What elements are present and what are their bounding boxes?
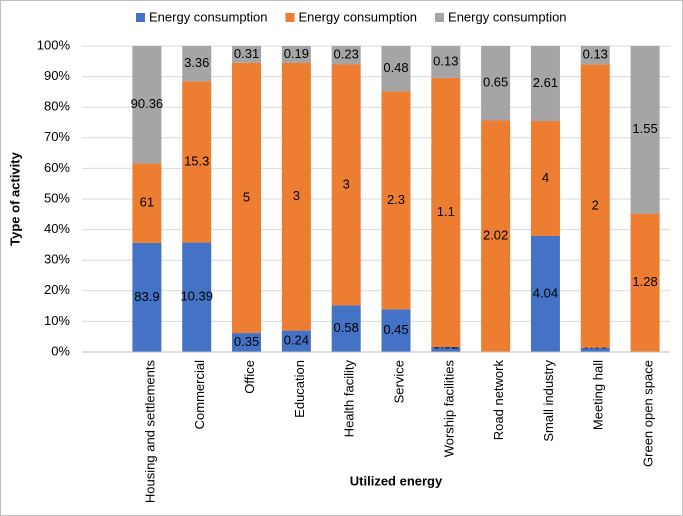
data-label: 0.19 — [284, 46, 309, 61]
data-label: 0.48 — [383, 60, 408, 75]
x-tick-label: Small industry — [541, 360, 556, 442]
data-label: 5 — [243, 189, 250, 204]
data-label: 83.9 — [134, 289, 159, 304]
y-tick-label: 100% — [37, 37, 71, 52]
data-label: 0.23 — [334, 47, 359, 62]
bar-segment — [281, 330, 311, 352]
legend-swatch — [285, 13, 295, 22]
data-label: 0.35 — [234, 334, 259, 349]
x-tick-label: Commercial — [192, 360, 207, 429]
data-label: 1.55 — [632, 121, 657, 136]
data-label: 0.45 — [383, 322, 408, 337]
y-tick-label: 90% — [44, 68, 70, 83]
x-tick-label: Road network — [491, 360, 506, 441]
bar-segment — [331, 64, 361, 306]
bar-segment — [381, 91, 411, 310]
data-label: 3.36 — [184, 55, 209, 70]
bar-segment — [232, 46, 262, 63]
bar-segment — [630, 46, 660, 214]
bar-segment — [530, 46, 560, 121]
x-tick-label: Education — [292, 360, 307, 418]
bar-segment — [431, 46, 461, 78]
x-tick-label: Meeting hall — [591, 360, 606, 430]
x-axis-label: Utilized energy — [350, 473, 443, 488]
bar-segment — [281, 46, 311, 63]
bar-segment — [132, 163, 162, 243]
bar-segment — [580, 46, 610, 65]
bar-segment — [530, 120, 560, 236]
data-label: 0.65 — [483, 75, 508, 90]
data-label: 0.13 — [583, 47, 608, 62]
data-label: 0.13 — [433, 53, 458, 68]
y-tick-label: 20% — [44, 282, 70, 297]
legend-label: Energy consumption — [149, 9, 268, 24]
data-label: 1.28 — [632, 274, 657, 289]
data-label: 1.1 — [437, 204, 455, 219]
y-tick-label: 60% — [44, 160, 70, 175]
data-label: 0.31 — [234, 46, 259, 61]
data-label: 3 — [343, 176, 350, 191]
bar-segment — [481, 120, 511, 352]
bar-segment — [232, 62, 262, 334]
bar-segment — [481, 46, 511, 121]
data-label: 2 — [592, 198, 599, 213]
y-tick-label: 10% — [44, 313, 70, 328]
data-label: 4 — [542, 170, 549, 185]
data-label: 2.61 — [533, 75, 558, 90]
data-label: 0.58 — [334, 320, 359, 335]
x-tick-label: Office — [242, 360, 257, 394]
x-tick-label: Housing and settlements — [142, 360, 157, 504]
y-axis-label: Type of activity — [7, 151, 22, 245]
data-label: 2.02 — [483, 228, 508, 243]
legend-swatch — [136, 13, 145, 22]
x-tick-label: Service — [391, 360, 406, 403]
y-tick-label: 30% — [44, 252, 70, 267]
x-tick-label: Health facility — [342, 360, 357, 438]
y-tick-label: 0% — [51, 343, 70, 358]
data-label: 90.36 — [131, 96, 164, 111]
bar-segment — [630, 213, 660, 352]
bar-segment — [530, 235, 560, 352]
x-tick-label: Green open space — [641, 360, 656, 467]
legend-label: Energy consumption — [448, 9, 567, 24]
x-tick-label: Worship facilities — [441, 360, 456, 458]
y-tick-label: 80% — [44, 99, 70, 114]
bar-segment — [132, 46, 162, 164]
y-tick-label: 50% — [44, 190, 70, 205]
data-label: 10.39 — [180, 289, 213, 304]
bar-segment — [580, 64, 610, 348]
bar-segment — [331, 46, 361, 65]
data-label: 4.04 — [533, 285, 558, 300]
bar-segment — [381, 46, 411, 92]
data-label: 0.24 — [284, 333, 309, 348]
legend-label: Energy consumption — [299, 9, 418, 24]
y-tick-label: 70% — [44, 129, 70, 144]
bar-segment — [182, 81, 212, 243]
bar-segment — [331, 305, 361, 352]
legend-swatch — [435, 13, 445, 22]
data-label: 3 — [293, 188, 300, 203]
bar-segment — [182, 46, 212, 82]
data-label: 61 — [140, 195, 154, 210]
bar-segment — [232, 333, 262, 352]
y-tick-label: 40% — [44, 221, 70, 236]
bar-segment — [431, 347, 461, 352]
bar-segment — [580, 347, 610, 352]
data-label: 15.3 — [184, 153, 209, 168]
bar-segment — [132, 242, 162, 352]
bar-segment — [381, 309, 411, 352]
bar-segment — [431, 77, 461, 348]
data-label: 2.3 — [387, 192, 405, 207]
bar-segment — [182, 242, 212, 352]
bar-segment — [281, 62, 311, 331]
